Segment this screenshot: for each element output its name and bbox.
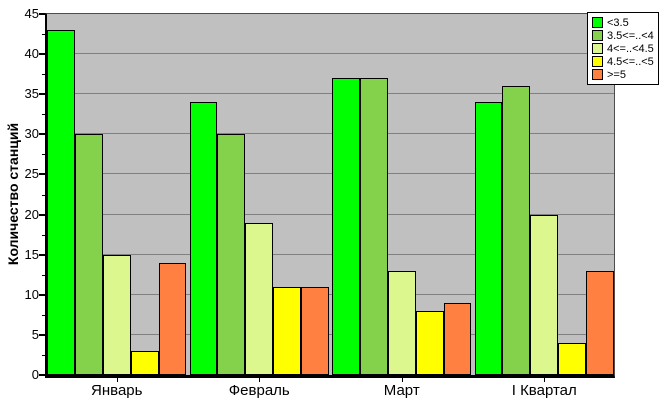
gridline bbox=[47, 293, 614, 295]
bar bbox=[301, 286, 329, 375]
y-minor-tick bbox=[42, 194, 45, 196]
y-minor-tick bbox=[42, 34, 45, 36]
legend-item: <3.5 bbox=[592, 16, 654, 29]
legend-label: 4.5<=..<5 bbox=[607, 55, 654, 68]
y-tick-label: 20 bbox=[24, 206, 39, 222]
gridline bbox=[47, 213, 614, 215]
bar bbox=[530, 214, 559, 375]
bar bbox=[189, 102, 218, 375]
x-category-label: Февраль bbox=[228, 382, 290, 399]
legend-swatch-icon bbox=[592, 56, 603, 67]
bar bbox=[74, 134, 103, 375]
y-tick-label: 45 bbox=[24, 6, 39, 21]
bar bbox=[130, 350, 159, 375]
gridline bbox=[47, 333, 614, 335]
x-category-label: I Квартал bbox=[511, 382, 577, 399]
y-major-tick bbox=[39, 213, 45, 216]
legend-label: <3.5 bbox=[607, 16, 629, 29]
y-major-tick bbox=[39, 374, 45, 376]
x-tick bbox=[259, 378, 261, 382]
y-axis-title: Количество станций bbox=[5, 122, 21, 266]
bar bbox=[586, 270, 614, 375]
y-minor-tick bbox=[42, 274, 45, 276]
y-minor-tick bbox=[42, 314, 45, 316]
x-tick bbox=[401, 378, 403, 382]
gridline bbox=[47, 93, 614, 95]
bar bbox=[102, 254, 131, 375]
y-minor-tick bbox=[42, 154, 45, 156]
legend-item: 4.5<=..<5 bbox=[592, 55, 654, 68]
y-major-tick bbox=[39, 293, 45, 296]
y-major-tick bbox=[39, 93, 45, 96]
plot-area bbox=[45, 13, 615, 378]
y-major-tick bbox=[39, 133, 45, 136]
gridline bbox=[47, 133, 614, 135]
y-major-tick bbox=[39, 53, 45, 56]
bar bbox=[273, 286, 302, 375]
y-minor-tick bbox=[42, 234, 45, 236]
bar bbox=[332, 78, 360, 375]
gridline bbox=[47, 253, 614, 255]
y-minor-tick bbox=[42, 114, 45, 116]
y-major-tick bbox=[39, 173, 45, 176]
legend: <3.5 3.5<=..<4 4<=..<4.5 4.5<=..<5 >=5 bbox=[587, 12, 659, 85]
bar bbox=[558, 342, 587, 375]
y-major-tick bbox=[39, 253, 45, 256]
bar bbox=[359, 78, 388, 375]
y-tick-label: 40 bbox=[24, 46, 39, 62]
legend-swatch-icon bbox=[592, 30, 603, 41]
bar bbox=[387, 270, 416, 375]
legend-label: 3.5<=..<4 bbox=[607, 29, 654, 42]
gridline bbox=[47, 173, 614, 175]
legend-swatch-icon bbox=[592, 17, 603, 28]
bar bbox=[217, 134, 246, 375]
y-tick-label: 10 bbox=[24, 286, 39, 302]
bar bbox=[47, 30, 75, 375]
x-category-label: Март bbox=[383, 382, 420, 399]
legend-item: >=5 bbox=[592, 68, 654, 81]
y-tick-label: 5 bbox=[31, 326, 39, 342]
legend-item: 4<=..<4.5 bbox=[592, 42, 654, 55]
y-tick-label: 35 bbox=[24, 86, 39, 102]
x-tick bbox=[544, 378, 546, 382]
bar bbox=[443, 302, 472, 375]
gridline bbox=[47, 53, 614, 55]
x-category-label: Январь bbox=[91, 382, 143, 399]
legend-label: 4<=..<4.5 bbox=[607, 42, 654, 55]
y-tick-label: 30 bbox=[24, 126, 39, 142]
y-tick-label: 0 bbox=[31, 367, 39, 382]
legend-swatch-icon bbox=[592, 69, 603, 80]
bar bbox=[158, 262, 187, 375]
bar bbox=[474, 102, 503, 375]
legend-swatch-icon bbox=[592, 43, 603, 54]
x-tick bbox=[116, 378, 118, 382]
bar bbox=[415, 310, 444, 375]
y-tick-label: 25 bbox=[24, 166, 39, 182]
y-tick-label: 15 bbox=[24, 246, 39, 262]
bar bbox=[502, 86, 531, 375]
legend-label: >=5 bbox=[607, 68, 626, 81]
y-major-tick bbox=[39, 13, 45, 15]
bar bbox=[245, 222, 274, 375]
legend-item: 3.5<=..<4 bbox=[592, 29, 654, 42]
y-major-tick bbox=[39, 333, 45, 336]
y-minor-tick bbox=[42, 74, 45, 76]
y-minor-tick bbox=[42, 354, 45, 356]
